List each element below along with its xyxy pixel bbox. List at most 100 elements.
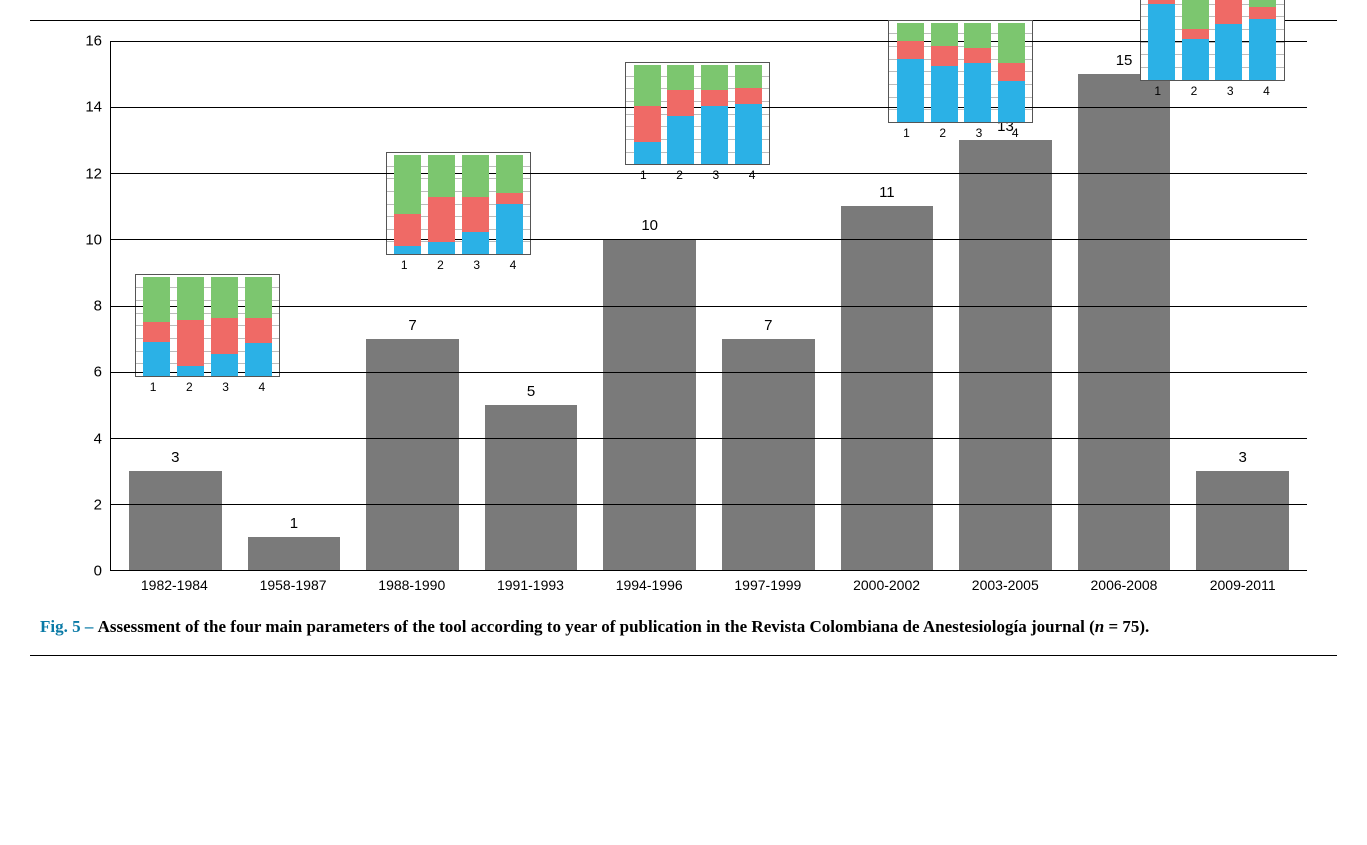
mini-plot <box>625 62 770 165</box>
x-axis-labels: 1982-19841958-19871988-19901991-19931994… <box>110 571 1307 601</box>
x-tick-label: 1991-1993 <box>471 571 590 601</box>
mini-stacked-chart: 1234 <box>888 20 1033 140</box>
gridline <box>111 41 1307 42</box>
mini-bar <box>1249 0 1276 80</box>
bar: 11 <box>841 206 934 570</box>
mini-segment-green <box>1249 0 1276 7</box>
mini-bar <box>634 63 661 164</box>
gridline <box>111 239 1307 240</box>
y-tick-label: 8 <box>94 298 102 315</box>
y-tick-label: 16 <box>85 33 102 50</box>
mini-segment-red <box>245 318 272 343</box>
x-tick-label: 1997-1999 <box>709 571 828 601</box>
figure-label: Fig. 5 – <box>40 617 93 636</box>
mini-segment-green <box>735 65 762 88</box>
mini-plot <box>135 274 280 377</box>
y-tick-label: 2 <box>94 496 102 513</box>
mini-segment-red <box>428 197 455 242</box>
gridline <box>111 306 1307 307</box>
mini-segment-red <box>496 193 523 203</box>
mini-segment-green <box>177 277 204 320</box>
mini-x-labels: 1234 <box>1140 81 1285 98</box>
bar: 7 <box>722 339 815 570</box>
y-tick-label: 14 <box>85 99 102 116</box>
bar: 7 <box>366 339 459 570</box>
gridline <box>111 173 1307 174</box>
bar: 15 <box>1078 74 1171 570</box>
mini-bar <box>462 153 489 254</box>
gridline <box>111 438 1307 439</box>
bar-value-label: 1 <box>248 515 341 532</box>
mini-stacked-chart: 1234 <box>625 62 770 182</box>
mini-x-label: 2 <box>1191 84 1198 98</box>
mini-bar <box>211 275 238 376</box>
bar: 5 <box>485 405 578 570</box>
mini-segment-red <box>667 90 694 115</box>
mini-segment-blue <box>1148 4 1175 80</box>
mini-bar <box>1182 0 1209 80</box>
caption-n-symbol: n <box>1095 617 1104 636</box>
mini-segment-red <box>998 63 1025 81</box>
mini-segment-blue <box>143 342 170 375</box>
x-tick-label: 1958-1987 <box>234 571 353 601</box>
mini-segment-blue <box>1215 24 1242 80</box>
x-tick-label: 1988-1990 <box>352 571 471 601</box>
mini-segment-red <box>177 320 204 365</box>
mini-segment-blue <box>1249 19 1276 80</box>
x-tick-label: 2006-2008 <box>1065 571 1184 601</box>
y-tick-label: 6 <box>94 364 102 381</box>
x-tick-label: 1994-1996 <box>590 571 709 601</box>
mini-segment-green <box>897 23 924 41</box>
mini-bar <box>496 153 523 254</box>
mini-x-label: 2 <box>186 380 193 394</box>
figure-caption: Fig. 5 – Assessment of the four main par… <box>40 615 1327 640</box>
mini-segment-blue <box>1182 39 1209 79</box>
y-tick-label: 12 <box>85 165 102 182</box>
mini-bar <box>428 153 455 254</box>
mini-segment-red <box>897 41 924 59</box>
bar: 13 <box>959 140 1052 570</box>
mini-x-label: 3 <box>222 380 229 394</box>
mini-segment-green <box>701 65 728 90</box>
mini-x-label: 4 <box>749 168 756 182</box>
bar-value-label: 7 <box>722 317 815 334</box>
bar-value-label: 5 <box>485 383 578 400</box>
mini-bar <box>1148 0 1175 80</box>
mini-x-label: 1 <box>401 258 408 272</box>
x-tick-label: 2009-2011 <box>1183 571 1302 601</box>
mini-x-label: 3 <box>1227 84 1234 98</box>
mini-segment-blue <box>701 106 728 165</box>
mini-segment-red <box>143 322 170 342</box>
mini-segment-green <box>394 155 421 214</box>
x-tick-label: 1982-1984 <box>115 571 234 601</box>
gridline <box>111 372 1307 373</box>
figure-container: 0246810121416 31751071113153 12341234123… <box>30 20 1337 656</box>
bar-value-label: 3 <box>1196 449 1289 466</box>
mini-segment-blue <box>998 81 1025 121</box>
mini-bar <box>667 63 694 164</box>
mini-x-label: 4 <box>510 258 517 272</box>
mini-x-label: 1 <box>903 126 910 140</box>
y-tick-label: 4 <box>94 430 102 447</box>
bar-value-label: 11 <box>841 184 934 201</box>
bar: 3 <box>1196 471 1289 570</box>
mini-x-label: 4 <box>1012 126 1019 140</box>
mini-x-label: 4 <box>1263 84 1270 98</box>
plot-area: 31751071113153 12341234123412341234 <box>110 41 1307 571</box>
mini-bar <box>897 21 924 122</box>
mini-segment-green <box>428 155 455 196</box>
mini-bar <box>964 21 991 122</box>
mini-x-label: 2 <box>939 126 946 140</box>
mini-bar <box>245 275 272 376</box>
mini-segment-blue <box>634 142 661 164</box>
mini-x-label: 3 <box>713 168 720 182</box>
mini-bar <box>998 21 1025 122</box>
mini-segment-red <box>964 48 991 63</box>
mini-segment-blue <box>964 63 991 122</box>
mini-segment-red <box>1215 0 1242 24</box>
mini-segment-blue <box>667 116 694 164</box>
x-tick-label: 2003-2005 <box>946 571 1065 601</box>
mini-segment-blue <box>394 246 421 254</box>
y-tick-label: 0 <box>94 563 102 580</box>
mini-segment-green <box>211 277 238 318</box>
